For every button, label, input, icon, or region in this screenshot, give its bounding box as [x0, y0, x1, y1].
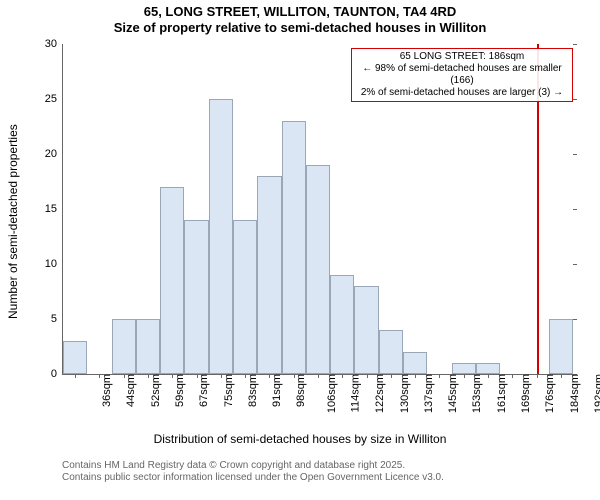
y-tick: 15 — [45, 203, 63, 215]
x-tick: 122sqm — [372, 374, 386, 413]
y-tick: 5 — [51, 313, 63, 325]
x-tick: 161sqm — [494, 374, 508, 413]
histogram-bar — [549, 319, 573, 374]
x-tick: 169sqm — [518, 374, 532, 413]
marker-annotation: 65 LONG STREET: 186sqm← 98% of semi-deta… — [351, 48, 573, 102]
x-axis-label: Distribution of semi-detached houses by … — [0, 432, 600, 446]
x-tick: 91sqm — [269, 374, 283, 407]
x-tick: 106sqm — [324, 374, 338, 413]
x-tick: 36sqm — [99, 374, 113, 407]
x-tick: 130sqm — [397, 374, 411, 413]
histogram-bar — [330, 275, 354, 374]
x-tick: 114sqm — [347, 374, 361, 412]
x-tick: 52sqm — [148, 374, 162, 407]
y-tick: 25 — [45, 93, 63, 105]
y-tick: 30 — [45, 38, 63, 50]
x-tick: 184sqm — [567, 374, 581, 413]
y-tick: 20 — [45, 148, 63, 160]
y-axis-label: Number of semi-detached properties — [6, 124, 20, 319]
chart-title-2: Size of property relative to semi-detach… — [0, 20, 600, 36]
x-tick: 137sqm — [421, 374, 435, 413]
histogram-bar — [354, 286, 378, 374]
histogram-bar — [63, 341, 87, 374]
histogram-bar — [476, 363, 500, 374]
x-tick: 192sqm — [591, 374, 600, 413]
histogram-bar — [209, 99, 233, 374]
histogram-bar — [112, 319, 136, 374]
x-tick: 75sqm — [221, 374, 235, 407]
chart-title-1: 65, LONG STREET, WILLITON, TAUNTON, TA4 … — [0, 0, 600, 20]
histogram-bar — [452, 363, 476, 374]
histogram-bar — [160, 187, 184, 374]
footer-line-1: Contains HM Land Registry data © Crown c… — [62, 460, 444, 472]
x-tick: 83sqm — [245, 374, 259, 407]
histogram-bar — [136, 319, 160, 374]
footer-line-2: Contains public sector information licen… — [62, 472, 444, 484]
plot-area: 05101520253036sqm44sqm52sqm59sqm67sqm75s… — [62, 44, 573, 375]
x-tick: 145sqm — [445, 374, 459, 413]
y-tick: 10 — [45, 258, 63, 270]
x-tick: 59sqm — [172, 374, 186, 407]
x-tick: 44sqm — [123, 374, 137, 407]
histogram-bar — [306, 165, 330, 374]
histogram-bar — [403, 352, 427, 374]
footer: Contains HM Land Registry data © Crown c… — [62, 460, 444, 484]
histogram-bar — [282, 121, 306, 374]
x-tick: 98sqm — [293, 374, 307, 407]
x-tick: 67sqm — [196, 374, 210, 407]
x-tick: 153sqm — [470, 374, 484, 413]
histogram-bar — [257, 176, 281, 374]
y-tick: 0 — [51, 368, 63, 380]
chart-container: { "chart": { "type": "histogram", "title… — [0, 0, 600, 500]
histogram-bar — [184, 220, 208, 374]
histogram-bar — [233, 220, 257, 374]
x-tick: 176sqm — [542, 374, 556, 413]
histogram-bar — [379, 330, 403, 374]
